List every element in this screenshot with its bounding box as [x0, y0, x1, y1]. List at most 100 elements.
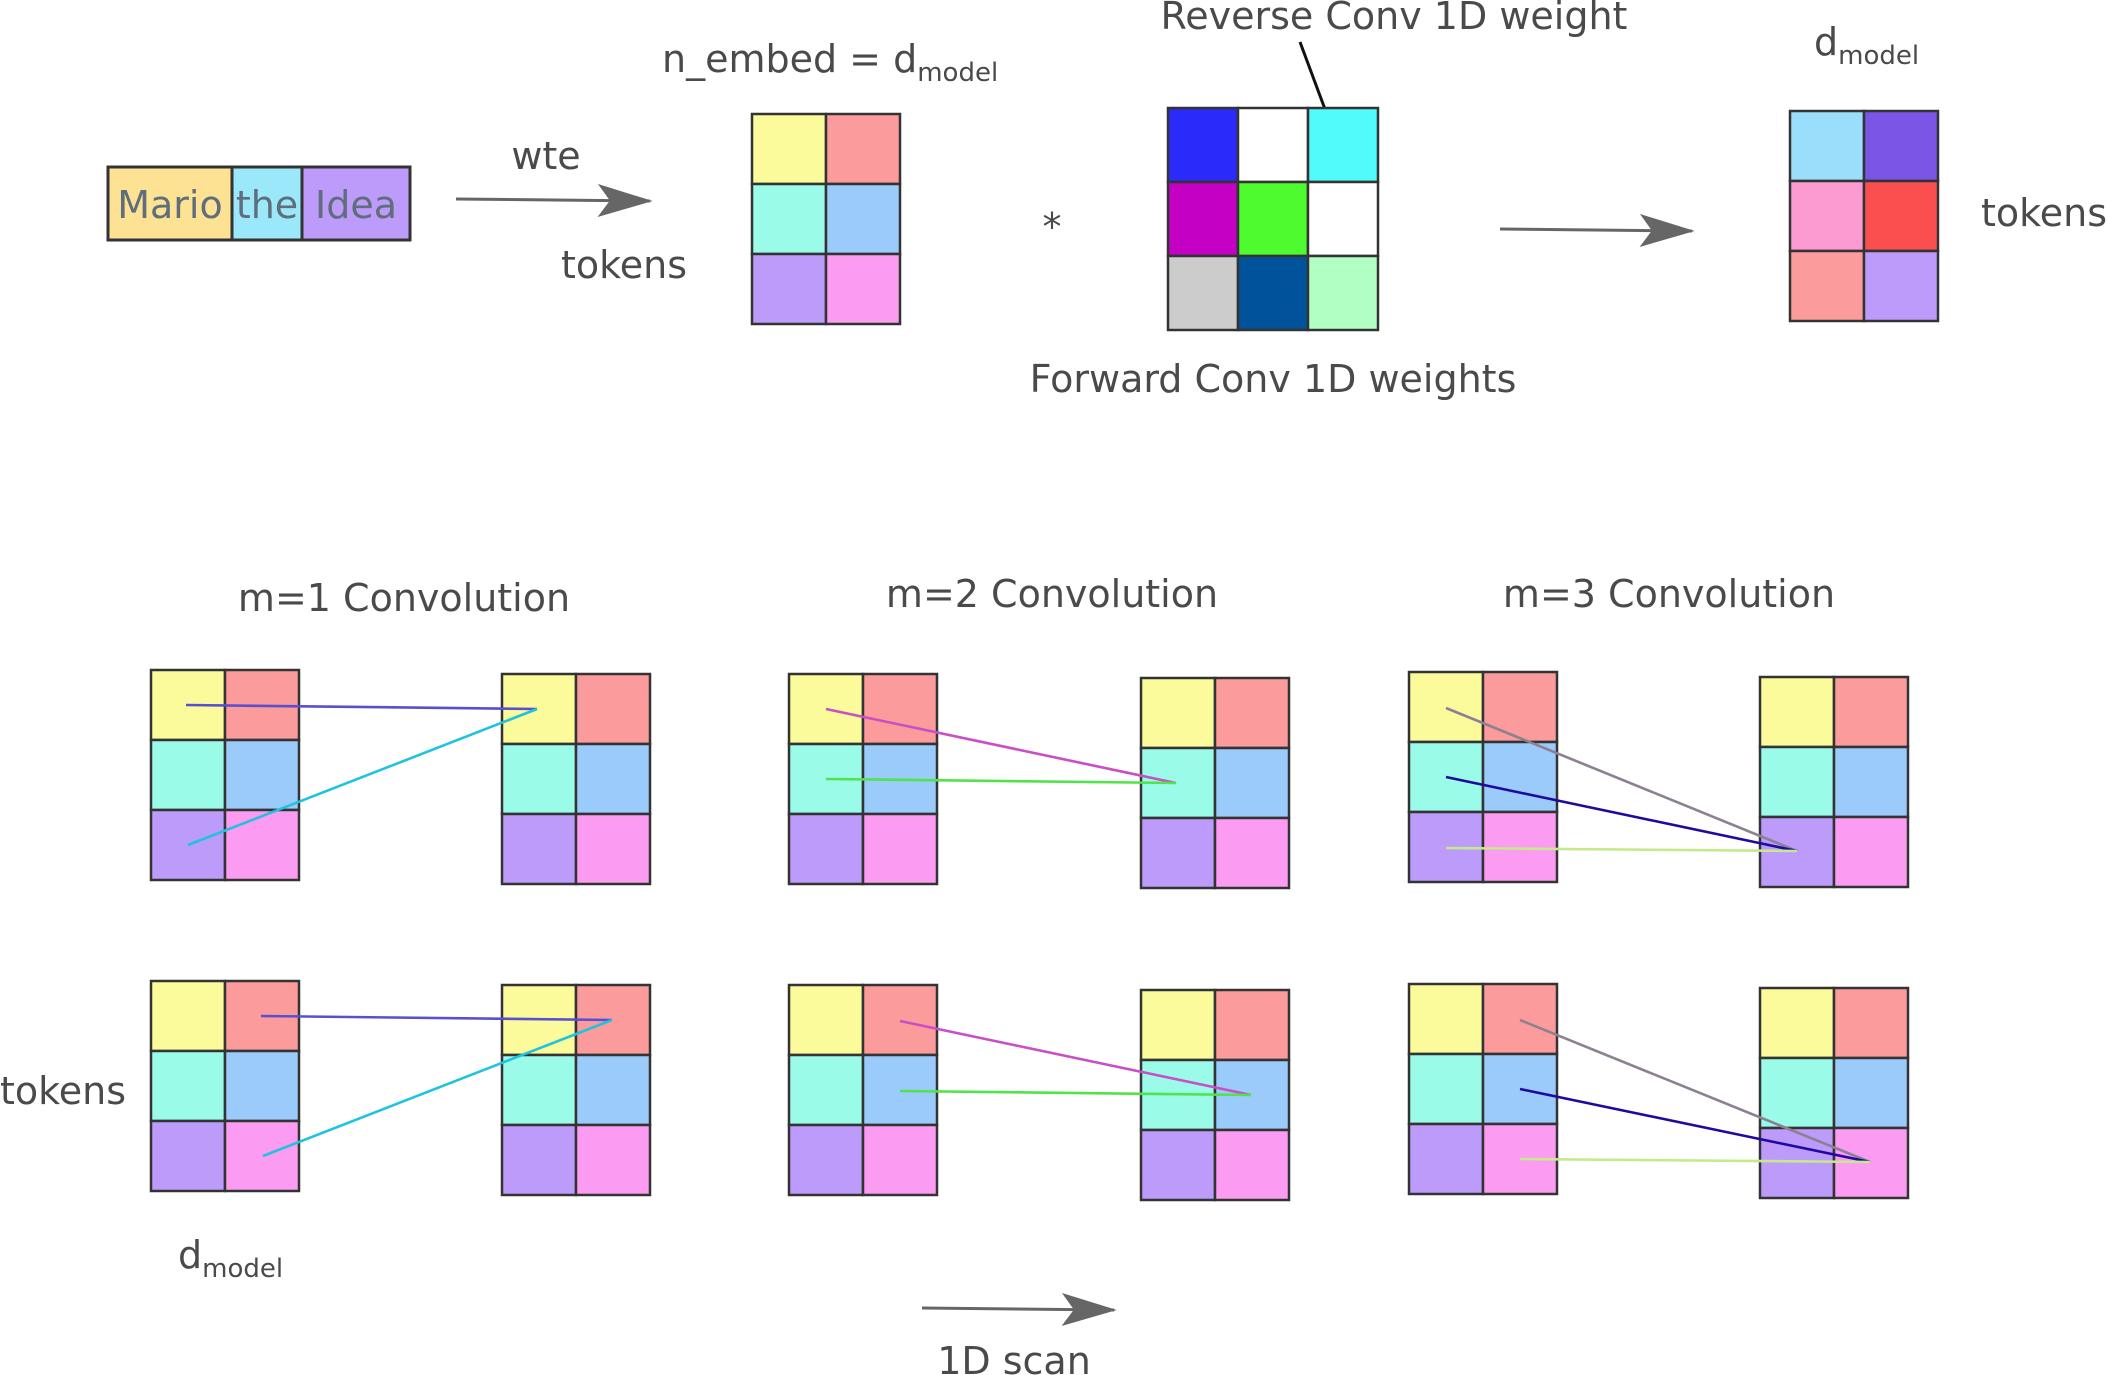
m1-bottom-right: [500, 983, 652, 1197]
output-cell-0-1: [1862, 109, 1940, 183]
m1-top-right-cell-0-1: [574, 672, 652, 746]
m1-top-left: [149, 668, 301, 882]
embedding-cell-1-0: [750, 182, 828, 256]
m1-top-right-cell-1-0: [500, 742, 578, 816]
output: [1788, 109, 1940, 323]
m1-top-line-1: [185, 703, 538, 711]
m2-bottom-line-1: [899, 1019, 1252, 1097]
m1-bottom-left-cell-1-0: [149, 1049, 227, 1123]
m2-bottom-left-cell-2-1: [861, 1123, 939, 1197]
forward-conv-label: Forward Conv 1D weights: [1030, 357, 1517, 401]
embedding-matrix: [750, 112, 902, 326]
m3-bottom-right-cell-0-0: [1758, 986, 1836, 1060]
embedding-cell-0-0: [750, 112, 828, 186]
token-box-1: [106, 165, 234, 242]
token-text-2: the: [236, 183, 298, 227]
kernel-cell-0-2: [1306, 106, 1380, 184]
embedding-cell-0-1: [824, 112, 902, 186]
token-text-3: Idea: [315, 183, 397, 227]
m2-bottom-right-cell-2-1: [1213, 1128, 1291, 1202]
m2-bottom-right-cell-0-0: [1139, 988, 1217, 1062]
scan-arrow: [921, 1292, 1117, 1326]
m1-bottom-left-cell-1-1: [223, 1049, 301, 1123]
m2-top-left-cell-2-0: [787, 812, 865, 886]
m1-bottom-line-1: [260, 1014, 613, 1022]
m2-top-right: [1139, 676, 1291, 890]
m1-top-left-cell-1-0: [149, 738, 227, 812]
m3-top-right-cell-2-1: [1832, 815, 1910, 889]
m1-bottom-right-cell-1-0: [500, 1053, 578, 1127]
m3-bottom-right: [1758, 986, 1910, 1200]
m2-top-right-cell-2-0: [1139, 816, 1217, 890]
kernel-cell-1-1: [1236, 180, 1310, 258]
m1-title: m=1 Convolution: [238, 576, 570, 620]
scan-label: 1D scan: [937, 1339, 1091, 1375]
m2-top-right-cell-2-1: [1213, 816, 1291, 890]
m3-bottom-left-cell-2-0: [1407, 1122, 1485, 1196]
m3-top-left-cell-0-0: [1407, 670, 1485, 744]
m2-top-left-cell-2-1: [861, 812, 939, 886]
m1-top-right-cell-2-0: [500, 812, 578, 886]
output-arrow: [1499, 213, 1695, 247]
kernel-cell-2-0: [1166, 254, 1240, 332]
n-embed-label: n_embed = dmodel: [662, 37, 998, 88]
embedding: [750, 112, 902, 326]
wte-arrow: [455, 183, 653, 217]
m2-bottom-left-cell-1-0: [787, 1053, 865, 1127]
kernel-cell-0-1: [1236, 106, 1310, 184]
m3-bottom-right-cell-2-0: [1758, 1126, 1836, 1200]
m3-bottom-left-cell-1-0: [1407, 1052, 1485, 1126]
output-tokens-label: tokens: [1981, 191, 2107, 235]
m1-top-right-cell-1-1: [574, 742, 652, 816]
output-cell-1-0: [1788, 179, 1866, 253]
m2-title: m=2 Convolution: [886, 572, 1218, 616]
m1-top-left-cell-2-1: [223, 808, 301, 882]
output-cell-1-1: [1862, 179, 1940, 253]
m1-top-line-2: [187, 707, 538, 847]
output-d-model-label: dmodel: [1814, 20, 1919, 71]
output-cell-2-1: [1862, 249, 1940, 323]
m3-top-left-cell-0-1: [1481, 670, 1559, 744]
m3-bottom-right-cell-1-0: [1758, 1056, 1836, 1130]
m3-top-left: [1407, 670, 1559, 884]
m1-top-left-cell-1-1: [223, 738, 301, 812]
m3-bottom-line-2: [1519, 1087, 1871, 1164]
m1-bottom-right-cell-2-1: [574, 1123, 652, 1197]
m3-top-right: [1758, 675, 1910, 889]
embedding-cell-2-1: [824, 252, 902, 326]
m2-bottom-right: [1139, 988, 1291, 1202]
m2-top-left-cell-0-1: [861, 672, 939, 746]
kernel-cell-2-2: [1306, 254, 1380, 332]
kernel-cell-0-0: [1166, 106, 1240, 184]
output-cell-2-0: [1788, 249, 1866, 323]
tokens-label: tokens: [561, 243, 687, 287]
m3-top-line-2: [1445, 775, 1798, 853]
m3-top-left-cell-1-1: [1481, 740, 1559, 814]
token-text-1: Mario: [117, 183, 223, 227]
m1-bottom-right-cell-2-0: [500, 1123, 578, 1197]
m3-bottom-line-3: [1519, 1157, 1871, 1164]
m2-bottom-left-cell-0-0: [787, 983, 865, 1057]
m3-top-right-cell-1-1: [1832, 745, 1910, 819]
m1-bottom-left-cell-0-0: [149, 979, 227, 1053]
bottom-matrices: [149, 668, 1910, 1202]
m1-bottom-left-cell-2-0: [149, 1119, 227, 1193]
m3-bottom-left: [1407, 982, 1559, 1196]
embedding-cell-2-0: [750, 252, 828, 326]
m1-bottom-left-cell-2-1: [223, 1119, 301, 1193]
m3-bottom-left-cell-0-0: [1407, 982, 1485, 1056]
m3-top-right-cell-1-0: [1758, 745, 1836, 819]
token-box-2: [230, 165, 304, 242]
kernel-cell-1-0: [1166, 180, 1240, 258]
m1-bottom-left: [149, 979, 301, 1193]
m2-top-right-cell-1-1: [1213, 746, 1291, 820]
token-box-3: [300, 165, 412, 242]
m2-top-line-2: [825, 777, 1177, 785]
m2-bottom-line-2: [899, 1089, 1252, 1097]
m2-top-right-cell-0-0: [1139, 676, 1217, 750]
m1-bottom-right-cell-1-1: [574, 1053, 652, 1127]
m1-top-right: [500, 672, 652, 886]
m2-bottom-left: [787, 983, 939, 1197]
kernel-matrix: [1166, 106, 1380, 332]
